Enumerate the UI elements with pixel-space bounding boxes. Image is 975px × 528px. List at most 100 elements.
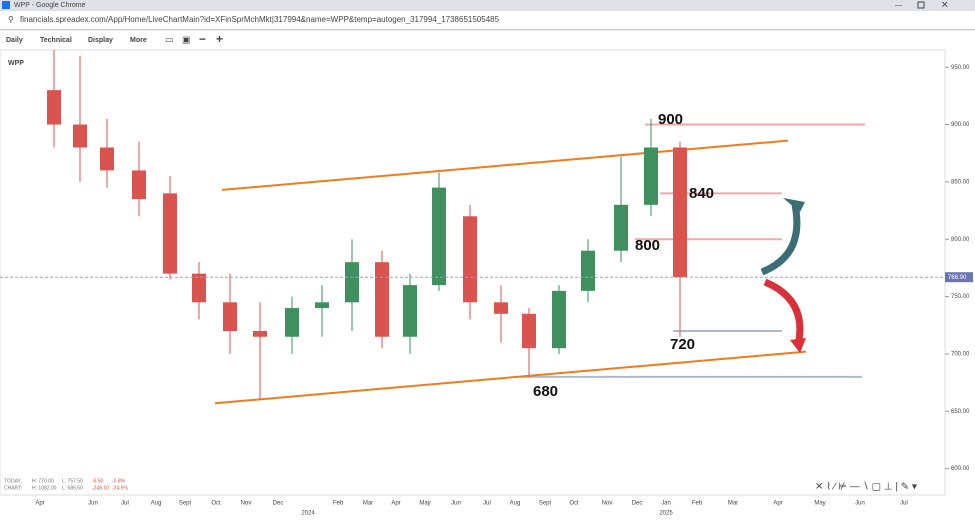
candle-body [581,250,595,291]
stat: -24.5% [112,485,128,491]
x-tick-label: Sept [179,501,192,507]
favicon [2,1,10,9]
level-label: 720 [670,336,695,353]
menu-item[interactable]: Display [88,37,113,44]
x-tick-label: Apr [773,501,782,507]
x-tick-label: Jul [121,501,129,507]
address-icon: ⚲ [8,15,14,24]
x-tick-label: Apr [35,501,44,507]
drawing-tools[interactable]: ✕ ⌇ ∕ ⊭ — ∖ ▢ ⊥ | ✎ ▾ [815,482,917,493]
x-tick-label: Dec [632,501,643,507]
symbol: WPP [8,60,24,67]
candle-body [494,302,508,314]
stat: H: 1082.00 [32,485,57,491]
last-price-label: 766.90 [948,275,967,281]
x-tick-label: Mar [363,501,373,507]
level-label: 840 [689,185,714,202]
candle-body [375,262,389,337]
arrow-up-head [783,198,805,212]
x-tick-label: May [814,501,825,507]
candle-body [73,124,87,148]
menu-item[interactable]: Technical [40,37,72,44]
y-tick-label: 900.00 [951,122,970,128]
candle-body [403,285,417,337]
candle-body [163,193,177,274]
x-tick-label: Nov [602,501,613,507]
candle-body [47,90,61,125]
candle-body [552,290,566,349]
stat: L: 686.50 [62,485,83,491]
x-tick-label: Jul [483,501,491,507]
x-tick-label: Jun [855,501,865,507]
menu-item[interactable]: Daily [6,37,23,44]
x-tick-label: Jun [451,501,461,507]
candle-body [253,330,267,337]
arrow-down [763,278,804,346]
stat: -249.10 [92,485,109,491]
trendline [214,350,807,405]
level-label: 900 [658,111,683,128]
candle-body [345,262,359,303]
candle-body [522,313,536,349]
x-tick-label: Feb [692,501,703,507]
y-tick-label: 750.00 [951,294,970,300]
stat: H: 770.00 [32,478,54,484]
y-tick-label: 950.00 [951,65,970,71]
x-tick-label: May [419,501,430,507]
x-tick-label: Aug [151,501,162,507]
toolbar: Daily Technical Display More [6,37,147,44]
x-tick-label: Mar [728,501,738,507]
open-icon[interactable]: ▭ [165,34,174,44]
zoom-out[interactable]: − [199,32,206,46]
y-tick-label: 800.00 [951,237,970,243]
candle-body [463,216,477,303]
last-price-box [945,272,973,283]
menu-item[interactable]: More [130,37,147,44]
stat: -6.50 [92,478,104,484]
window-title: WPP - Google Chrome [14,2,86,9]
trendline [221,139,789,191]
address-bar[interactable] [0,11,975,29]
maximize[interactable] [917,1,925,9]
stat: -0.8% [112,478,126,484]
minimize[interactable]: — [895,2,902,9]
candle-body [223,302,237,331]
x-tick-label: Feb [333,501,344,507]
candle-body [132,170,146,200]
x-tick-label: Jul [900,501,908,507]
x-tick-label: Dec [273,501,284,507]
candle-body [315,302,329,309]
y-tick-label: 600.00 [951,466,970,472]
y-tick-label: 850.00 [951,179,970,185]
arrow-down-head [790,338,806,353]
candle-body [192,273,206,303]
x-tick-label: Jan [661,501,671,507]
candle-body [100,147,114,171]
x-tick-label: Oct [211,501,221,507]
level-label: 800 [635,237,660,254]
candle-body [673,147,687,278]
zoom-in[interactable]: + [216,32,223,46]
candle-body [614,204,628,251]
x-tick-label: Nov [241,501,252,507]
footer: TODAY: H: 770.00 L: 757.50 -6.50 -0.8% CHART:… [4,478,128,491]
y-tick-label: 700.00 [951,352,970,358]
y-tick-label: 650.00 [951,409,970,415]
stat: TODAY: [4,478,22,484]
url[interactable]: financials.spreadex.com/App/Home/LiveCha… [20,15,500,24]
close[interactable]: ✕ [941,0,949,9]
x-tick-label: Oct [569,501,579,507]
stat: L: 757.50 [62,478,83,484]
arrow-up [760,204,801,276]
candle-body [644,147,658,205]
candle-body [285,308,299,337]
save-icon[interactable]: ▣ [182,34,191,44]
chart: 600.00 650.00 700.00 750.00 800.00 850.00 900.… [0,50,973,517]
x-tick-label: Jun [88,501,98,507]
x-tick-label: Aug [510,501,521,507]
level-label: 680 [533,383,558,400]
year-label: 2025 [659,511,673,517]
stat: CHART: [4,485,22,491]
